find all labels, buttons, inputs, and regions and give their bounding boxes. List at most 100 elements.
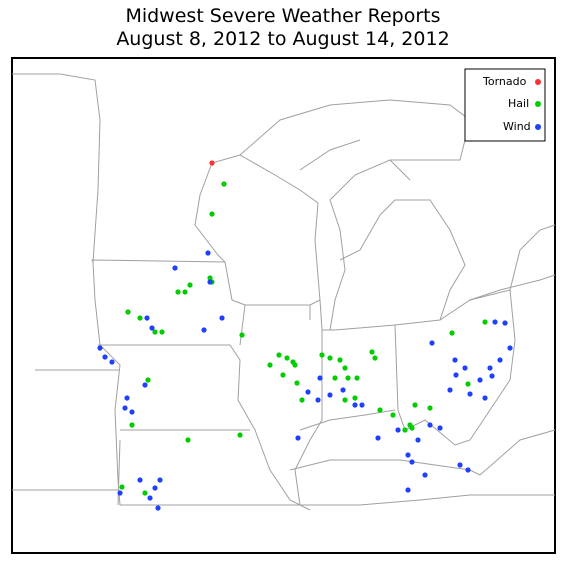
report-marker (187, 282, 193, 288)
report-marker (185, 437, 191, 443)
report-marker (465, 381, 471, 387)
report-marker (129, 422, 135, 428)
report-marker (332, 375, 338, 381)
report-marker (409, 459, 415, 465)
report-marker (502, 320, 508, 326)
report-marker (327, 392, 333, 398)
report-marker (317, 375, 323, 381)
report-marker (487, 365, 493, 371)
report-marker (375, 435, 381, 441)
report-marker (209, 211, 215, 217)
report-marker (284, 355, 290, 361)
legend-label: Wind (503, 120, 531, 133)
report-marker (452, 357, 458, 363)
report-marker (172, 265, 178, 271)
report-marker (209, 160, 215, 166)
report-marker (422, 472, 428, 478)
report-marker (201, 327, 207, 333)
report-marker (429, 340, 435, 346)
report-markers (97, 160, 513, 511)
report-marker (449, 330, 455, 336)
report-marker (345, 375, 351, 381)
report-marker (342, 397, 348, 403)
report-marker (395, 427, 401, 433)
report-marker (457, 462, 463, 468)
report-marker (207, 279, 213, 285)
report-marker (219, 315, 225, 321)
report-marker (497, 357, 503, 363)
report-marker (205, 250, 211, 256)
report-marker (294, 380, 300, 386)
report-marker (453, 372, 459, 378)
report-marker (149, 325, 155, 331)
map-subtitle: August 8, 2012 to August 14, 2012 (116, 28, 449, 50)
report-marker (352, 402, 358, 408)
report-marker (239, 332, 245, 338)
report-marker (137, 315, 143, 321)
report-marker (337, 357, 343, 363)
report-marker (409, 425, 415, 431)
report-marker (97, 345, 103, 351)
report-marker (507, 345, 513, 351)
report-marker (152, 485, 158, 491)
legend-box (464, 68, 546, 142)
report-marker (292, 362, 298, 368)
legend-swatch (535, 79, 541, 85)
report-marker (221, 181, 227, 187)
report-marker (207, 275, 213, 281)
report-marker (447, 387, 453, 393)
report-marker (117, 490, 123, 496)
report-marker (129, 409, 135, 415)
report-marker (342, 365, 348, 371)
report-marker (299, 397, 305, 403)
report-marker (280, 372, 286, 378)
report-marker (465, 467, 471, 473)
report-marker (175, 289, 181, 295)
report-marker (119, 484, 125, 490)
report-marker (295, 435, 301, 441)
report-marker (352, 395, 358, 401)
legend-label: Hail (508, 97, 529, 110)
report-marker (102, 354, 108, 360)
report-marker (427, 422, 433, 428)
report-marker (142, 490, 148, 496)
report-marker (276, 352, 282, 358)
report-marker (402, 427, 408, 433)
report-marker (489, 373, 495, 379)
report-marker (137, 477, 143, 483)
report-marker (477, 377, 483, 383)
legend-swatch (535, 124, 541, 130)
legend-swatch (535, 101, 541, 107)
report-marker (147, 495, 153, 501)
report-marker (319, 352, 325, 358)
report-marker (305, 389, 311, 395)
report-marker (267, 362, 273, 368)
report-marker (340, 387, 346, 393)
report-marker (124, 395, 130, 401)
report-marker (144, 315, 150, 321)
report-marker (125, 309, 131, 315)
report-marker (405, 487, 411, 493)
report-marker (152, 329, 158, 335)
report-marker (145, 377, 151, 383)
report-marker (182, 289, 188, 295)
report-marker (327, 355, 333, 361)
report-marker (462, 365, 468, 371)
report-marker (412, 402, 418, 408)
report-marker (155, 505, 161, 511)
report-marker (142, 382, 148, 388)
report-marker (405, 452, 411, 458)
legend-label: Tornado (482, 75, 527, 88)
report-marker (390, 412, 396, 418)
report-marker (369, 349, 375, 355)
report-marker (492, 319, 498, 325)
report-marker (377, 407, 383, 413)
report-marker (467, 391, 473, 397)
report-marker (372, 355, 378, 361)
report-marker (482, 319, 488, 325)
report-marker (359, 402, 365, 408)
report-marker (482, 395, 488, 401)
report-marker (237, 432, 243, 438)
